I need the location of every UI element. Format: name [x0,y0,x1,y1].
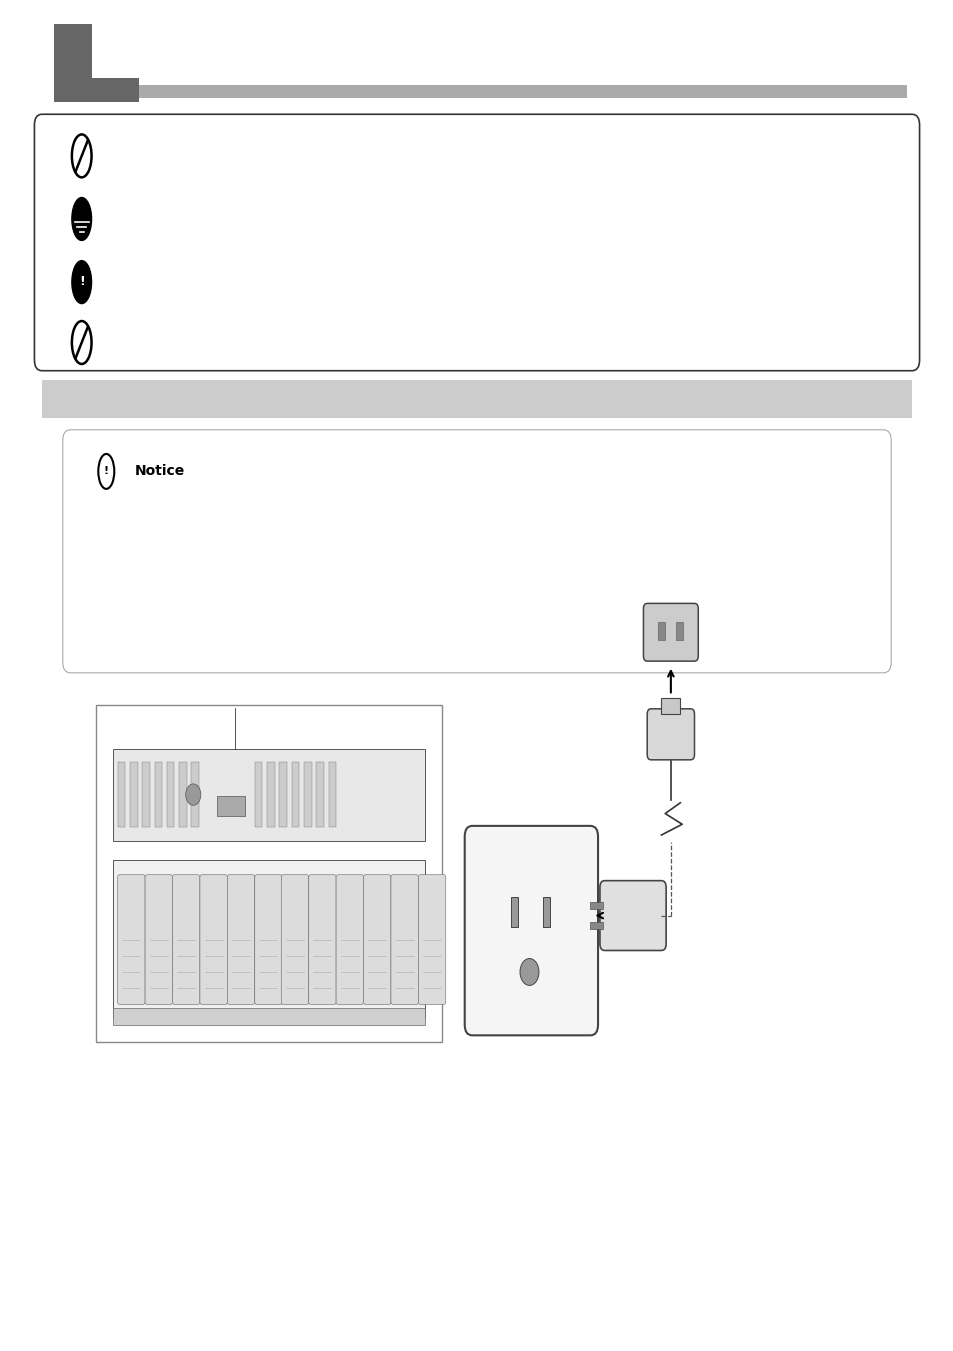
Bar [589,902,602,909]
Bar [42,380,911,417]
Bar [542,897,550,927]
Bar [136,85,906,99]
FancyBboxPatch shape [391,874,418,1004]
FancyBboxPatch shape [96,705,441,1042]
Bar [54,24,92,99]
Bar [292,762,299,827]
Bar [112,748,424,840]
Circle shape [519,958,538,985]
Bar [510,897,517,927]
Bar [167,762,174,827]
Bar [54,78,139,103]
Bar [216,796,245,816]
FancyBboxPatch shape [309,874,335,1004]
Bar [117,762,125,827]
FancyBboxPatch shape [642,604,698,661]
FancyBboxPatch shape [646,709,694,759]
Bar [279,762,287,827]
FancyBboxPatch shape [200,874,227,1004]
Bar [179,762,187,827]
Text: !: ! [104,466,109,476]
Bar [112,861,424,1017]
Bar [267,762,274,827]
Bar [328,762,335,827]
FancyBboxPatch shape [34,115,919,370]
Bar [304,762,312,827]
Ellipse shape [98,454,114,489]
Bar [589,923,602,929]
Ellipse shape [71,261,91,304]
FancyBboxPatch shape [599,881,665,951]
Text: !: ! [79,274,85,288]
Circle shape [186,784,201,805]
Bar [130,762,137,827]
FancyBboxPatch shape [63,430,890,673]
FancyBboxPatch shape [172,874,200,1004]
FancyBboxPatch shape [117,874,145,1004]
FancyBboxPatch shape [281,874,309,1004]
Bar [154,762,162,827]
Bar [675,621,682,640]
Text: Notice: Notice [134,465,185,478]
Bar [192,762,199,827]
Ellipse shape [71,197,91,240]
Bar [315,762,323,827]
Bar [254,762,262,827]
FancyBboxPatch shape [363,874,391,1004]
Bar [142,762,150,827]
FancyBboxPatch shape [464,825,598,1035]
Bar [657,621,664,640]
FancyBboxPatch shape [227,874,254,1004]
Bar [660,698,679,715]
FancyBboxPatch shape [145,874,172,1004]
Bar [112,1008,424,1024]
FancyBboxPatch shape [418,874,445,1004]
FancyBboxPatch shape [254,874,282,1004]
FancyBboxPatch shape [335,874,363,1004]
